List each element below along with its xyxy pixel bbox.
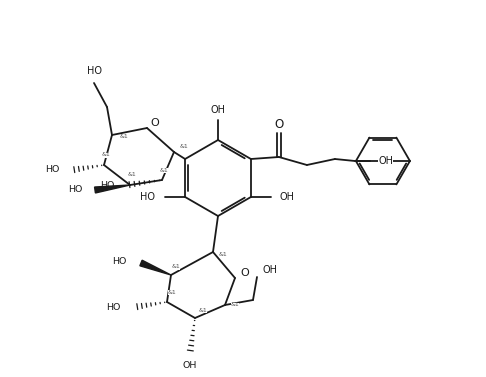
Text: HO: HO (87, 66, 102, 76)
Text: &1: &1 (172, 265, 180, 270)
Text: &1: &1 (168, 290, 176, 294)
Text: HO: HO (45, 166, 59, 175)
Polygon shape (95, 185, 130, 193)
Text: &1: &1 (180, 144, 189, 150)
Text: HO: HO (112, 256, 126, 265)
Text: &1: &1 (159, 167, 168, 173)
Text: OH: OH (262, 265, 278, 275)
Text: HO: HO (100, 181, 114, 190)
Text: OH: OH (379, 156, 393, 166)
Text: &1: &1 (219, 253, 227, 257)
Text: OH: OH (279, 192, 295, 202)
Text: HO: HO (68, 185, 82, 195)
Text: OH: OH (210, 105, 226, 115)
Text: &1: &1 (128, 173, 137, 178)
Text: &1: &1 (231, 302, 240, 308)
Polygon shape (140, 260, 171, 275)
Text: O: O (274, 118, 283, 130)
Text: &1: &1 (120, 135, 128, 139)
Text: O: O (241, 268, 249, 278)
Text: &1: &1 (199, 308, 208, 313)
Text: HO: HO (139, 192, 155, 202)
Text: HO: HO (106, 302, 120, 311)
Text: O: O (151, 118, 159, 128)
Text: OH: OH (183, 362, 197, 371)
Text: &1: &1 (102, 153, 110, 158)
